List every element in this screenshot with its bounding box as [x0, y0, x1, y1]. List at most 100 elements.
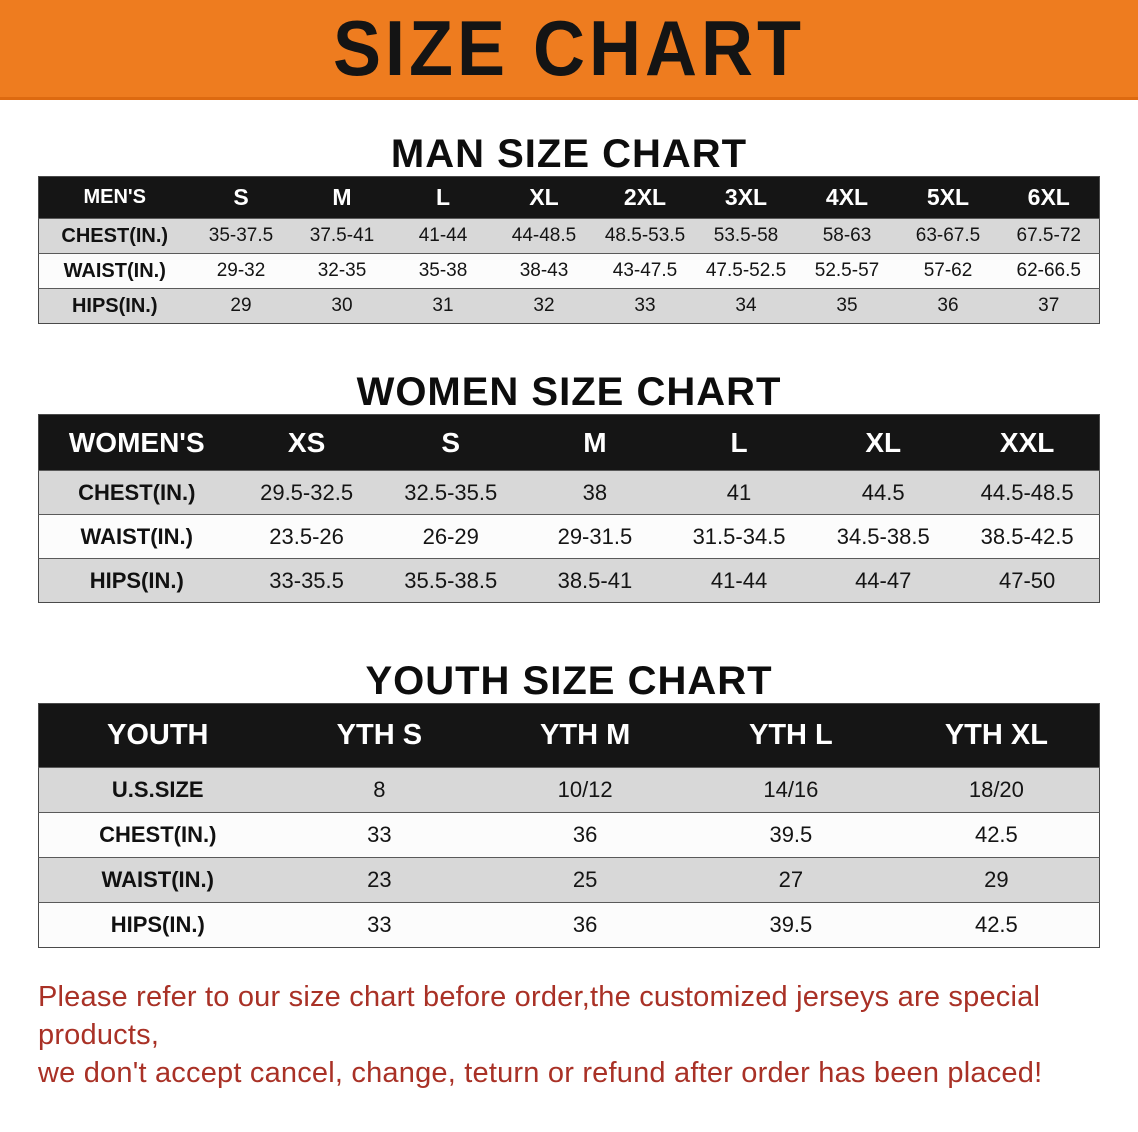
value-cell: 43-47.5: [612, 260, 678, 281]
value-cell: 33: [367, 822, 392, 847]
value-cell: 10/12: [557, 777, 613, 802]
size-chart-banner: SIZE CHART: [0, 0, 1138, 100]
value-cell: 32: [533, 295, 555, 316]
value-cell: 37: [1038, 295, 1060, 316]
value-cell: 38: [582, 479, 608, 505]
women-hips-row: HIPS(IN.) 33-35.5 35.5-38.5 38.5-41 41-4…: [38, 558, 1100, 603]
value-cell: 38.5-41: [557, 567, 633, 593]
value-cell: 29-31.5: [557, 523, 633, 549]
youth-table-header-row: YOUTH YTH S YTH M YTH L YTH XL: [38, 703, 1100, 768]
youth-chest-row: CHEST(IN.) 33 36 39.5 42.5: [38, 812, 1100, 858]
men-chest-row: CHEST(IN.) 35-37.5 37.5-41 41-44 44-48.5…: [38, 218, 1100, 254]
men-header-label: MEN'S: [83, 186, 147, 208]
value-cell: 37.5-41: [309, 225, 375, 246]
value-cell: 29-32: [216, 260, 266, 281]
women-header-size-xs: XS: [287, 426, 326, 458]
youth-chart-heading: YOUTH SIZE CHART: [365, 659, 773, 703]
men-header-size-l: L: [435, 184, 451, 210]
women-chart-heading: WOMEN SIZE CHART: [356, 370, 782, 414]
youth-ussize-row: U.S.SIZE 8 10/12 14/16 18/20: [38, 767, 1100, 813]
value-cell: 52.5-57: [814, 260, 880, 281]
youth-header-size-s: YTH S: [336, 719, 423, 751]
value-cell: 23.5-26: [269, 523, 344, 549]
value-cell: 8: [373, 777, 386, 802]
value-cell: 47.5-52.5: [705, 260, 787, 281]
value-cell: 44.5-48.5: [980, 479, 1074, 505]
youth-waist-row: WAIST(IN.) 23 25 27 29: [38, 857, 1100, 903]
men-size-table: MEN'S S M L XL 2XL 3XL 4XL 5XL 6XL CHEST…: [38, 176, 1100, 324]
value-cell: 33: [367, 912, 392, 937]
value-cell: 32.5-35.5: [404, 479, 498, 505]
value-cell: 29: [230, 295, 252, 316]
value-cell: 33-35.5: [269, 567, 344, 593]
value-cell: 67.5-72: [1016, 225, 1081, 246]
value-cell: 18/20: [968, 777, 1024, 802]
women-header-label: WOMEN'S: [68, 426, 205, 458]
value-cell: 48.5-53.5: [604, 225, 686, 246]
youth-header-size-m: YTH M: [540, 719, 631, 751]
value-cell: 39.5: [769, 912, 813, 937]
row-label-cell: WAIST(IN.): [80, 523, 193, 549]
row-label-cell: U.S.SIZE: [111, 777, 204, 802]
youth-header-size-xl: YTH XL: [944, 719, 1048, 751]
women-header-size-s: S: [441, 426, 461, 458]
value-cell: 44-47: [855, 567, 912, 593]
value-cell: 42.5: [974, 912, 1018, 937]
value-cell: 36: [572, 912, 598, 937]
value-cell: 36: [937, 295, 959, 316]
men-chart-heading: MAN SIZE CHART: [390, 132, 748, 176]
value-cell: 35-38: [418, 260, 468, 281]
row-label-cell: CHEST(IN.): [99, 822, 217, 847]
men-header-size-3xl: 3XL: [724, 184, 768, 210]
youth-hips-row: HIPS(IN.) 33 36 39.5 42.5: [38, 902, 1100, 948]
value-cell: 14/16: [763, 777, 819, 802]
value-cell: 31: [432, 295, 454, 316]
value-cell: 30: [331, 295, 353, 316]
row-label-cell: HIPS(IN.): [71, 294, 158, 317]
size-chart-title: SIZE CHART: [333, 5, 805, 92]
value-cell: 35-37.5: [208, 225, 274, 246]
women-chest-row: CHEST(IN.) 29.5-32.5 32.5-35.5 38 41 44.…: [38, 470, 1100, 515]
women-header-size-m: M: [583, 426, 607, 458]
value-cell: 58-63: [822, 225, 872, 246]
men-waist-row: WAIST(IN.) 29-32 32-35 35-38 38-43 43-47…: [38, 253, 1100, 289]
men-header-size-s: S: [233, 184, 249, 210]
row-label-cell: CHEST(IN.): [61, 224, 169, 247]
value-cell: 27: [778, 867, 804, 892]
men-header-size-2xl: 2XL: [623, 184, 667, 210]
value-cell: 38-43: [519, 260, 569, 281]
value-cell: 26-29: [422, 523, 479, 549]
row-label-cell: WAIST(IN.): [101, 867, 214, 892]
men-header-size-xl: XL: [529, 184, 559, 210]
value-cell: 47-50: [999, 567, 1056, 593]
value-cell: 32-35: [317, 260, 367, 281]
value-cell: 25: [572, 867, 598, 892]
value-cell: 38.5-42.5: [980, 523, 1074, 549]
row-label-cell: HIPS(IN.): [89, 567, 184, 593]
youth-header-size-l: YTH L: [748, 719, 833, 751]
women-waist-row: WAIST(IN.) 23.5-26 26-29 29-31.5 31.5-34…: [38, 514, 1100, 559]
value-cell: 44.5: [861, 479, 905, 505]
value-cell: 41-44: [418, 225, 468, 246]
value-cell: 42.5: [974, 822, 1018, 847]
row-label-cell: HIPS(IN.): [110, 912, 205, 937]
value-cell: 36: [572, 822, 598, 847]
order-note-line2: we don't accept cancel, change, teturn o…: [38, 1057, 1043, 1089]
value-cell: 62-66.5: [1016, 260, 1081, 281]
value-cell: 33: [634, 295, 656, 316]
value-cell: 39.5: [769, 822, 813, 847]
men-hips-row: HIPS(IN.) 29 30 31 32 33 34 35 36 37: [38, 288, 1100, 324]
value-cell: 34.5-38.5: [836, 523, 930, 549]
value-cell: 31.5-34.5: [692, 523, 786, 549]
women-header-size-xl: XL: [865, 426, 902, 458]
row-label-cell: CHEST(IN.): [78, 479, 196, 505]
value-cell: 53.5-58: [713, 225, 779, 246]
men-header-size-6xl: 6XL: [1027, 184, 1070, 210]
value-cell: 23: [367, 867, 392, 892]
women-table-header-row: WOMEN'S XS S M L XL XXL: [38, 414, 1100, 471]
value-cell: 57-62: [923, 260, 973, 281]
youth-size-table: YOUTH YTH S YTH M YTH L YTH XL U.S.SIZE …: [38, 703, 1100, 948]
women-size-table: WOMEN'S XS S M L XL XXL CHEST(IN.) 29.5-…: [38, 414, 1100, 603]
order-note-line1: Please refer to our size chart before or…: [38, 981, 1041, 1051]
youth-header-label: YOUTH: [107, 719, 209, 751]
